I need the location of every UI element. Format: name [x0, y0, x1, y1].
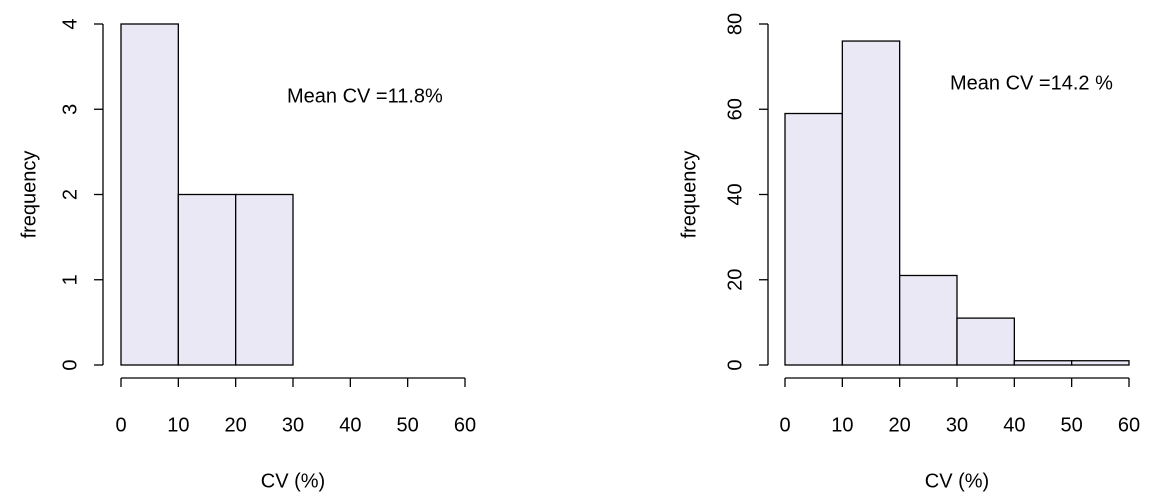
annotation: Mean CV =11.8% — [287, 85, 443, 107]
y-tick-label: 4 — [59, 18, 81, 29]
y-tick-label: 1 — [59, 274, 81, 285]
bar — [235, 193, 294, 366]
y-axis-label: frequency — [678, 151, 700, 239]
x-tick-label: 30 — [946, 414, 968, 436]
bar — [841, 40, 901, 366]
annotation: Mean CV =14.2 % — [950, 72, 1113, 94]
y-tick-label: 40 — [724, 183, 746, 205]
x-tick-label: 60 — [1118, 414, 1140, 436]
x-tick-label: 20 — [889, 414, 911, 436]
y-tick-label: 20 — [724, 269, 746, 291]
x-axis-label: CV (%) — [261, 470, 325, 492]
y-tick-label: 0 — [724, 359, 746, 370]
x-tick-label: 50 — [1061, 414, 1083, 436]
bar — [956, 317, 1015, 366]
y-tick-label: 2 — [59, 189, 81, 200]
x-tick-label: 0 — [779, 414, 790, 436]
bar — [120, 23, 179, 366]
y-axis-label: frequency — [18, 151, 40, 239]
bar — [1071, 360, 1130, 366]
x-tick-label: 20 — [225, 414, 247, 436]
y-tick-label: 60 — [724, 98, 746, 120]
x-tick-label: 0 — [115, 414, 126, 436]
x-axis-label: CV (%) — [925, 470, 989, 492]
x-tick-label: 50 — [397, 414, 419, 436]
x-tick-label: 60 — [454, 414, 476, 436]
x-tick-label: 30 — [282, 414, 304, 436]
x-tick-label: 10 — [167, 414, 189, 436]
bar — [899, 274, 958, 366]
y-tick-label: 0 — [59, 359, 81, 370]
bar — [1013, 360, 1073, 366]
y-tick-label: 3 — [59, 104, 81, 115]
x-tick-label: 40 — [1003, 414, 1025, 436]
x-tick-label: 10 — [831, 414, 853, 436]
x-tick-label: 40 — [339, 414, 361, 436]
bar — [784, 112, 843, 366]
y-tick-label: 80 — [724, 13, 746, 35]
bar — [177, 193, 237, 366]
